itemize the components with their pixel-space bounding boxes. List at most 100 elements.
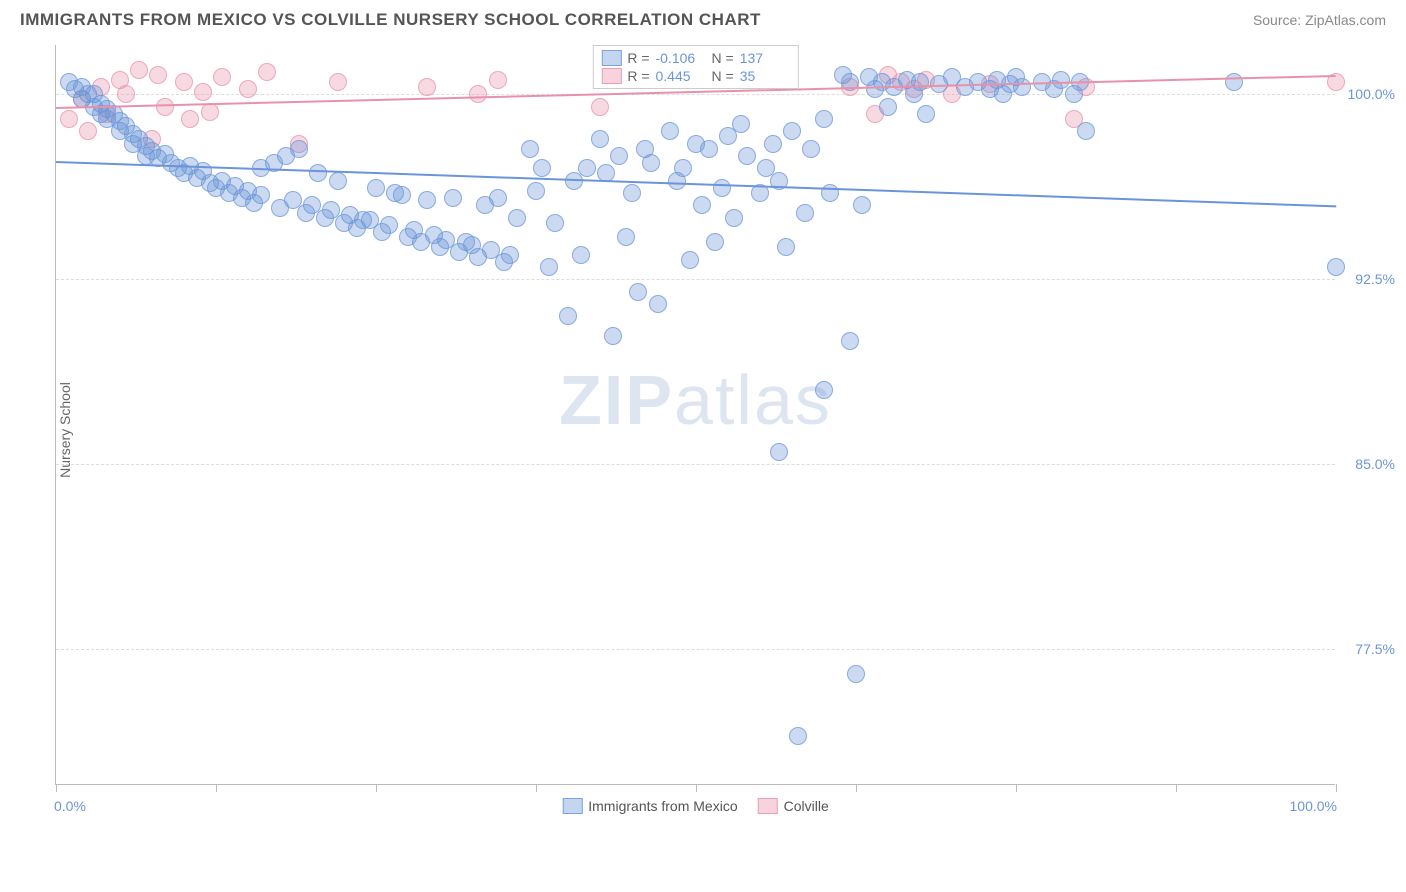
data-point [725,209,743,227]
data-point [149,66,167,84]
legend-row: R = -0.106 N = 137 [601,49,789,67]
chart-title: IMMIGRANTS FROM MEXICO VS COLVILLE NURSE… [20,10,761,30]
x-tick [1176,784,1177,792]
y-tick-label: 100.0% [1348,86,1395,102]
data-point [213,68,231,86]
data-point [117,85,135,103]
y-tick-label: 92.5% [1355,271,1395,287]
data-point [418,191,436,209]
x-tick [216,784,217,792]
data-point [789,727,807,745]
r-label: R = [627,50,649,66]
watermark: ZIPatlas [559,360,832,440]
data-point [527,182,545,200]
correlation-legend: R = -0.106 N = 137 R = 0.445 N = 35 [592,45,798,89]
data-point [175,73,193,91]
data-point [393,186,411,204]
data-point [1052,71,1070,89]
data-point [79,122,97,140]
source-label: Source: ZipAtlas.com [1253,12,1386,28]
data-point [329,172,347,190]
data-point [629,283,647,301]
swatch-icon [601,50,621,66]
data-point [604,327,622,345]
x-tick [856,784,857,792]
legend-item: Immigrants from Mexico [562,798,737,814]
series-legend: Immigrants from Mexico Colville [562,798,828,814]
data-point [661,122,679,140]
data-point [194,83,212,101]
x-tick [1336,784,1337,792]
n-label: N = [712,68,734,84]
data-point [380,216,398,234]
data-point [770,443,788,461]
data-point [130,61,148,79]
data-point [533,159,551,177]
swatch-icon [601,68,621,84]
x-tick [536,784,537,792]
gridline [56,649,1335,650]
data-point [783,122,801,140]
data-point [309,164,327,182]
data-point [252,186,270,204]
gridline [56,279,1335,280]
data-point [1077,122,1095,140]
data-point [444,189,462,207]
data-point [853,196,871,214]
n-value: 137 [740,50,790,66]
header: IMMIGRANTS FROM MEXICO VS COLVILLE NURSE… [0,0,1406,38]
data-point [559,307,577,325]
x-tick [1016,784,1017,792]
data-point [700,140,718,158]
data-point [847,665,865,683]
data-point [521,140,539,158]
plot-area: ZIPatlas R = -0.106 N = 137 R = 0.445 N … [55,45,1335,785]
data-point [546,214,564,232]
gridline [56,464,1335,465]
x-axis-max-label: 100.0% [1290,798,1337,814]
data-point [489,71,507,89]
data-point [508,209,526,227]
y-tick-label: 77.5% [1355,641,1395,657]
data-point [501,246,519,264]
data-point [578,159,596,177]
data-point [738,147,756,165]
y-tick-label: 85.0% [1355,456,1395,472]
data-point [617,228,635,246]
data-point [1327,258,1345,276]
x-tick [696,784,697,792]
legend-label: Immigrants from Mexico [588,798,737,814]
legend-row: R = 0.445 N = 35 [601,67,789,85]
data-point [879,98,897,116]
data-point [258,63,276,81]
swatch-icon [562,798,582,814]
r-label: R = [627,68,649,84]
data-point [764,135,782,153]
data-point [796,204,814,222]
legend-label: Colville [784,798,829,814]
data-point [1225,73,1243,91]
r-value: -0.106 [656,50,706,66]
data-point [418,78,436,96]
data-point [674,159,692,177]
chart-container: Nursery School ZIPatlas R = -0.106 N = 1… [55,45,1385,815]
data-point [917,105,935,123]
n-label: N = [712,50,734,66]
data-point [693,196,711,214]
swatch-icon [758,798,778,814]
data-point [156,98,174,116]
x-axis-min-label: 0.0% [54,798,86,814]
legend-item: Colville [758,798,829,814]
data-point [1013,78,1031,96]
data-point [713,179,731,197]
n-value: 35 [740,68,790,84]
data-point [610,147,628,165]
data-point [591,98,609,116]
data-point [681,251,699,269]
data-point [181,110,199,128]
data-point [572,246,590,264]
data-point [60,110,78,128]
data-point [290,140,308,158]
x-tick [56,784,57,792]
data-point [489,189,507,207]
